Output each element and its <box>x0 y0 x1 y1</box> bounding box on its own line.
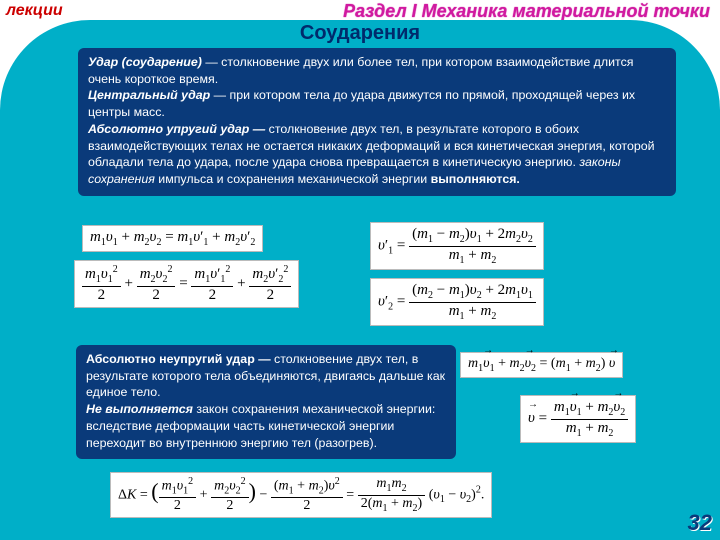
eq-momentum-conservation: m1υ1 + m2υ2 = m1υ′1 + m2υ′2 <box>82 225 263 252</box>
eq-inelastic-velocity: υ = m1υ1 + m2υ2m1 + m2 <box>520 395 636 443</box>
term-inelastic: Абсолютно неупругий удар — <box>86 352 271 366</box>
eq-delta-k: ΔK = (m1υ122 + m2υ222) − (m1 + m2)υ22 = … <box>110 472 492 518</box>
header-left: лекции <box>6 2 63 20</box>
eq-inelastic-momentum: m1υ1 + m2υ2 = (m1 + m2) υ <box>460 352 623 378</box>
text: импульса и сохранения механической энерг… <box>155 172 431 186</box>
eq-v2-prime: υ′2 = (m2 − m1)υ2 + 2m1υ1m1 + m2 <box>370 278 544 326</box>
term-central: Центральный удар <box>88 88 210 102</box>
term-impact: Удар (соударение) <box>88 55 202 69</box>
definitions-box-inelastic: Абсолютно неупругий удар — столкновение … <box>76 345 456 459</box>
text-hold: выполняются. <box>431 172 520 186</box>
slide-title: Соударения <box>0 22 720 45</box>
eq-v1-prime: υ′1 = (m1 − m2)υ1 + 2m2υ2m1 + m2 <box>370 222 544 270</box>
term-not-hold: Не выполняется <box>86 402 193 416</box>
definitions-box-elastic: Удар (соударение) — столкновение двух ил… <box>78 48 676 196</box>
eq-energy-conservation: m1υ122 + m2υ222 = m1υ′122 + m2υ′222 <box>74 260 299 308</box>
header-right: Раздел I Механика материальной точки <box>343 1 710 22</box>
term-elastic: Абсолютно упругий удар — <box>88 122 265 136</box>
page-number: 32 <box>688 510 712 536</box>
